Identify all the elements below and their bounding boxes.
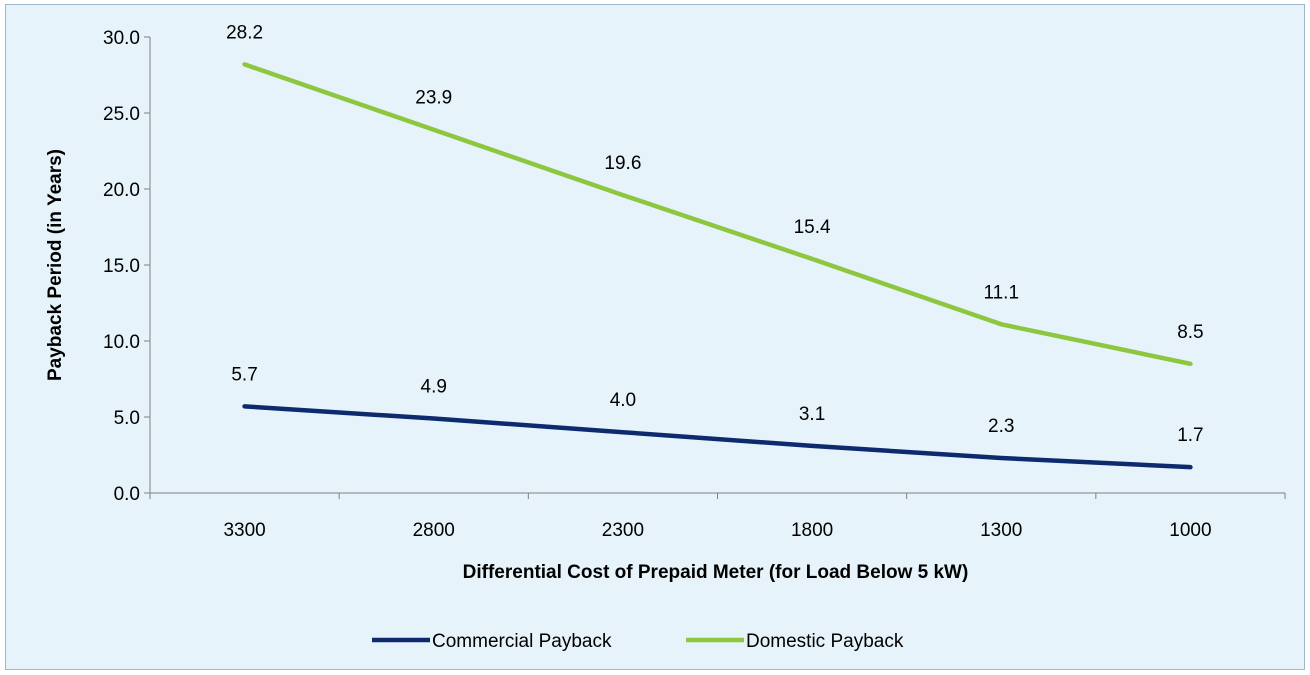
y-axis-title: Payback Period (in Years) <box>45 149 66 381</box>
series-line-0 <box>242 404 1193 470</box>
y-tick-label: 30.0 <box>103 28 140 49</box>
data-label: 5.7 <box>231 364 257 385</box>
data-label: 3.1 <box>799 404 825 425</box>
x-axis: 3300 2800 2300 1800 1300 1000 <box>149 492 1286 541</box>
legend: Commercial Payback Domestic Payback <box>372 631 904 652</box>
chart-frame <box>5 4 1305 670</box>
x-tick-label: 2300 <box>602 520 644 541</box>
data-label: 4.0 <box>610 390 636 411</box>
data-labels: 5.7 4.9 4.0 3.1 2.3 1.7 28.2 23.9 19.6 15.4 11.1 8.… <box>226 22 1204 446</box>
y-tick-label: 25.0 <box>103 104 140 125</box>
data-label: 8.5 <box>1177 322 1203 343</box>
legend-label-0: Commercial Payback <box>432 631 612 652</box>
data-label: 28.2 <box>226 22 263 43</box>
x-tick-label: 2800 <box>413 520 455 541</box>
series-lines <box>242 62 1193 470</box>
y-tick-label: 0.0 <box>114 484 140 505</box>
data-label: 23.9 <box>415 88 452 109</box>
x-tick-label: 3300 <box>223 520 265 541</box>
series-line-1 <box>242 62 1193 367</box>
x-tick-label: 1800 <box>791 520 833 541</box>
data-label: 4.9 <box>421 377 447 398</box>
data-label: 15.4 <box>794 217 831 238</box>
data-label: 19.6 <box>604 153 641 174</box>
y-tick-label: 10.0 <box>103 332 140 353</box>
x-tick-label: 1300 <box>980 520 1022 541</box>
data-label: 1.7 <box>1177 425 1203 446</box>
y-tick-label: 15.0 <box>103 256 140 277</box>
y-tick-label: 5.0 <box>114 408 140 429</box>
x-tick-label: 1000 <box>1169 520 1211 541</box>
data-label: 11.1 <box>983 282 1019 303</box>
x-axis-title: Differential Cost of Prepaid Meter (for … <box>463 562 969 583</box>
y-tick-label: 20.0 <box>103 180 140 201</box>
legend-label-1: Domestic Payback <box>746 631 904 652</box>
data-label: 2.3 <box>988 416 1014 437</box>
y-axis: 0.0 5.0 10.0 15.0 20.0 25.0 30.0 <box>103 28 151 505</box>
